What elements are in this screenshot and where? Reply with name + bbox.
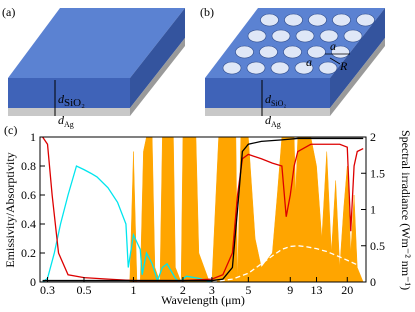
y2-tick-label: 1: [370, 203, 376, 217]
hole: [307, 45, 326, 59]
hole: [343, 29, 363, 43]
period-label: a: [306, 55, 312, 69]
line: [42, 137, 364, 282]
y-tick-label: 0.2: [21, 246, 36, 260]
x-tick-label: 2: [180, 283, 186, 297]
y-tick-label: 0.4: [21, 217, 36, 231]
symbol: d: [58, 92, 65, 106]
hole: [331, 45, 350, 59]
hole: [332, 13, 351, 27]
hole: [283, 45, 302, 59]
panel-label: (c): [4, 123, 17, 137]
panel-label: (b): [200, 5, 214, 19]
hole: [295, 29, 315, 43]
hole: [308, 13, 327, 27]
hole: [259, 45, 278, 59]
hole: [271, 29, 291, 43]
thickness-label: dAg: [58, 113, 74, 129]
subscript: SiO₂: [64, 97, 85, 109]
x-tick-label: 0.5: [76, 283, 91, 297]
y2-tick-label: 0: [370, 275, 376, 289]
y2-tick-label: 1.5: [370, 166, 385, 180]
slab-b: [205, 8, 385, 116]
line: [42, 165, 213, 282]
period-label: a: [330, 39, 336, 53]
symbol: d: [265, 113, 272, 127]
hole: [284, 13, 303, 27]
y2-tick-label: 2: [370, 130, 376, 144]
line: [42, 137, 364, 282]
x-tick-label: 5: [245, 283, 251, 297]
hole: [222, 61, 242, 75]
hole: [319, 29, 339, 43]
y-tick-label: 0.8: [21, 159, 36, 173]
plot: 0.3 0.5 1 2 3 5 9 13 20 0 0.2 0.4 0.6 0.8 1 0 0.5 1 1.5 2: [21, 130, 385, 297]
symbol: d: [265, 92, 272, 106]
hole: [270, 61, 290, 75]
thickness-label: dSiO₂: [58, 92, 85, 109]
x-tick-label: 3: [209, 283, 215, 297]
y-axis-label: Emissivity/Absorptivity: [3, 152, 17, 267]
y-tick-label: 1: [30, 130, 36, 144]
subscript: SiO₂: [271, 99, 286, 108]
line: [211, 245, 364, 282]
radius-label: R: [339, 59, 348, 73]
panel-label: (a): [2, 5, 15, 19]
thickness-label: dAg: [265, 113, 281, 129]
hole: [356, 13, 375, 27]
x-tick-label: 20: [341, 283, 353, 297]
subscript: Ag: [64, 120, 74, 129]
hole: [318, 61, 338, 75]
y-tick-label: 0.6: [21, 188, 36, 202]
thickness-label: dSiO₂: [265, 92, 286, 108]
y2-axis-label: Spectral irradiance (Wm⁻² nm⁻¹): [399, 130, 413, 290]
x-tick-label: 0.3: [40, 283, 55, 297]
y2-tick-label: 0.5: [370, 239, 385, 253]
y-tick-label: 0: [30, 275, 36, 289]
x-tick-label: 13: [311, 283, 323, 297]
area: [125, 137, 364, 282]
subscript: Ag: [271, 120, 281, 129]
hole: [294, 61, 314, 75]
hole: [260, 13, 279, 27]
x-tick-label: 9: [287, 283, 293, 297]
x-axis-label: Wavelength (μm): [161, 293, 245, 307]
hole: [235, 45, 254, 59]
hole: [246, 61, 266, 75]
slab-a: [8, 8, 185, 116]
hole: [247, 29, 267, 43]
holes: [222, 13, 375, 75]
symbol: d: [58, 113, 65, 127]
x-tick-label: 1: [130, 283, 136, 297]
